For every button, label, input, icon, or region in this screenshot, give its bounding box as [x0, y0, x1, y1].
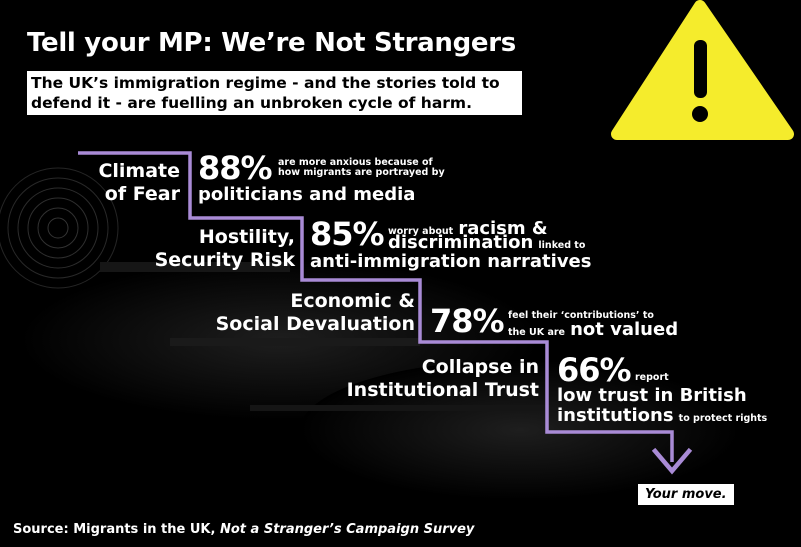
subtitle-box: The UK’s immigration regime - and the st…: [27, 71, 522, 115]
concentric-rings-decoration: [0, 167, 119, 289]
stage-label-line1: Collapse in: [421, 356, 539, 378]
your-move-label: Your move.: [638, 484, 734, 505]
stage-label-climate-of-fear: Climate of Fear: [98, 160, 180, 206]
stat-text-small: feel their ‘contributions’ to: [508, 310, 654, 321]
page-title: Tell your MP: We’re Not Strangers: [27, 28, 516, 58]
stat-text-institutions: institutions to protect rights: [557, 405, 768, 426]
stat-percent-66: 66%: [557, 351, 632, 389]
staircase-path: [78, 151, 674, 462]
stat-text-not-valued: the UK are not valued: [508, 319, 679, 340]
source-citation: Source: Migrants in the UK, Not a Strang…: [13, 522, 475, 537]
stage-label-line1: Hostility,: [198, 226, 295, 248]
stage-label-line2: Social Devaluation: [215, 313, 415, 335]
stage-label-line1: Climate: [98, 160, 180, 182]
stage-label-line1: Economic &: [290, 290, 415, 312]
stat-percent-88: 88%: [198, 149, 273, 187]
stat-percent-78: 78%: [430, 302, 505, 340]
stat-text-small: are more anxious because of how migrants…: [278, 157, 445, 178]
city-texture-decoration: [20, 260, 740, 500]
stage-label-devaluation: Economic & Social Devaluation: [216, 290, 415, 336]
stat-text-main: low trust in British: [557, 385, 747, 406]
stat-text-discrimination: discrimination linked to: [388, 232, 586, 253]
stat-text-racism: worry about racism &: [388, 218, 548, 239]
stat-text-main: anti-immigration narratives: [310, 251, 592, 272]
stage-label-line2: of Fear: [104, 183, 180, 205]
stage-label-institutional-trust: Collapse in Institutional Trust: [347, 356, 539, 402]
warning-triangle-icon: [611, 0, 794, 140]
stat-text-main: politicians and media: [198, 184, 416, 205]
stage-label-line2: Institutional Trust: [346, 379, 539, 401]
stat-percent-85: 85%: [310, 215, 385, 253]
arrow-down-icon: [651, 447, 693, 475]
stat-text-small: report: [635, 372, 669, 383]
stage-label-line2: Security Risk: [154, 249, 295, 271]
stage-label-hostility: Hostility, Security Risk: [155, 226, 295, 272]
